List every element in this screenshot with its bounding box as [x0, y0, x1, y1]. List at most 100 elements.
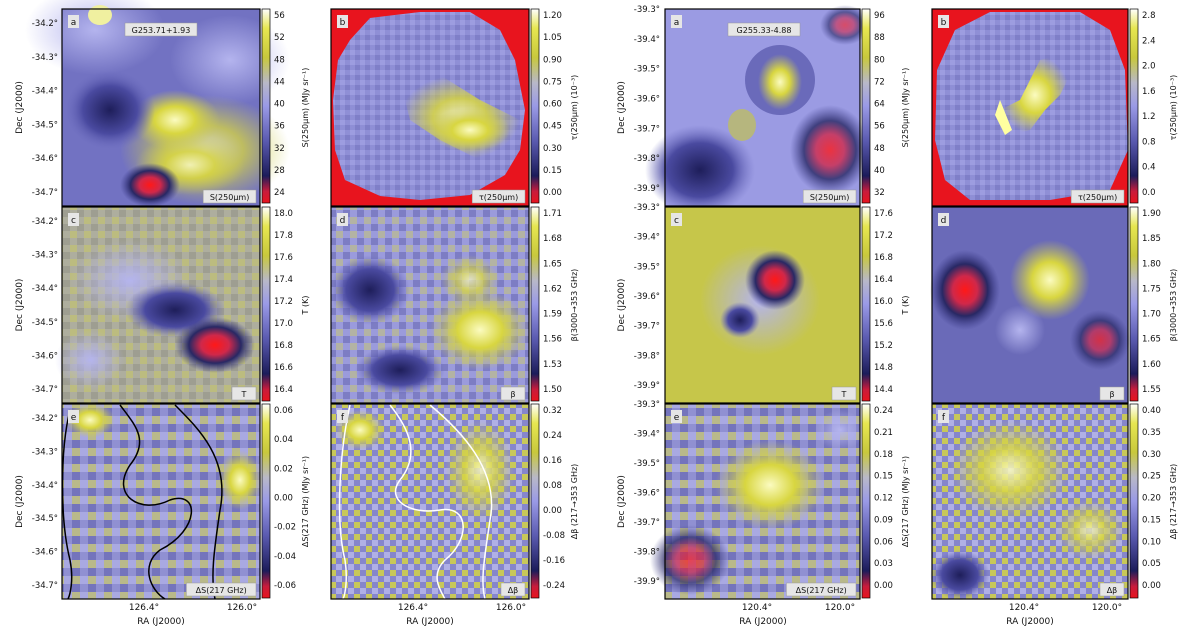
y-tick-right: -39.8°	[634, 351, 660, 361]
y-tick-right: -39.7°	[634, 518, 660, 528]
colorbar-tick: 0.30	[1142, 450, 1161, 460]
colorbar-tick: 0.0	[1142, 188, 1156, 198]
panel-letter-b-right: b	[941, 18, 947, 28]
panel-letter-d-left-box	[337, 213, 348, 226]
colorbar-tick: 0.00	[543, 188, 562, 198]
colorbar-tick: 16.8	[874, 253, 893, 263]
colorbar-tick: 1.2	[1142, 112, 1156, 122]
colorbar-tick: 48	[274, 55, 285, 65]
x-tick-right: 120.0°	[1092, 603, 1122, 613]
panel-letter-a-left-box	[68, 15, 79, 28]
panel-tag-a-right-box	[802, 189, 857, 204]
colorbar-label: β(3000→353 GHz)	[1169, 269, 1178, 342]
colorbar-tick: 1.68	[543, 234, 562, 244]
panel-letter-c-left: c	[71, 216, 76, 226]
panel-letter-e-left: e	[71, 413, 77, 423]
panel-e-left	[61, 402, 262, 600]
panel-tag-a-left-box	[202, 189, 257, 204]
colorbar-tick: 1.20	[543, 11, 562, 21]
colorbars	[261, 8, 1139, 599]
y-tick-right: -39.8°	[634, 154, 660, 164]
y-axis-label-right: Dec (J2000)	[617, 279, 627, 332]
colorbar-tick: 0.90	[543, 55, 562, 65]
colorbar-tick: 17.4	[274, 275, 293, 285]
colorbar-tick: 1.6	[1142, 87, 1156, 97]
colorbar-tick: 32	[274, 144, 285, 154]
panel-f-left	[330, 403, 530, 600]
colorbar-tick: 0.8	[1142, 137, 1156, 147]
colorbar-tick: 32	[874, 188, 885, 198]
colorbar-tick: 88	[874, 33, 885, 43]
colorbar-tick: 0.15	[874, 472, 893, 482]
y-tick-right: -39.5°	[634, 65, 660, 75]
colorbar-tick: 0.15	[543, 166, 562, 176]
colorbar-tick: -0.08	[543, 531, 565, 541]
colorbar-tick: 0.06	[874, 537, 893, 547]
colorbar-tick: 44	[274, 77, 285, 87]
colorbar-tick: 17.0	[274, 319, 293, 329]
colorbar-tick: 1.75	[1142, 284, 1161, 294]
panel-tag-d-left: β	[510, 390, 515, 399]
colorbar-tick: 0.12	[874, 494, 893, 504]
panel-tag-f-right-box	[1099, 582, 1125, 597]
x-axis-label-right: RA (J2000)	[1006, 617, 1054, 627]
colorbar-tick: 15.6	[874, 319, 893, 329]
colorbar-label: Δβ (217→353 GHz)	[570, 464, 579, 540]
colorbar-tick: 17.6	[274, 253, 293, 263]
x-axis-label-left: RA (J2000)	[137, 617, 185, 627]
panel-letter-b-right-box	[938, 15, 949, 28]
panel-d-left	[330, 206, 530, 404]
colorbar-tick: 0.18	[874, 450, 893, 460]
y-tick-right: -39.9°	[634, 577, 660, 587]
colorbar-tick: 0.00	[274, 494, 293, 504]
panel-tag-c-right-box	[831, 386, 857, 401]
colorbar-tick: 1.85	[1142, 234, 1161, 244]
panel-letter-e-left-box	[68, 410, 79, 423]
panel-tag-d-right-box	[1099, 386, 1125, 401]
colorbar-tick: 36	[274, 122, 285, 132]
colorbar-tick: 24	[274, 188, 285, 198]
x-tick-left: 126.4°	[129, 603, 159, 613]
y-tick-right: -39.6°	[634, 95, 660, 105]
x-tick-right: 120.4°	[1009, 603, 1039, 613]
x-tick-left: 126.0°	[496, 603, 526, 613]
colorbar-tick: 0.03	[874, 559, 893, 569]
y-tick-right: -39.7°	[634, 322, 660, 332]
text-layer: a S(250μm) 56 52 48 44 40 36 32 28 24 S(250μm) (MJy…	[15, 5, 1178, 627]
panel-c-left	[55, 206, 261, 404]
panel-tag-e-right: ΔS(217 GHz)	[796, 586, 847, 595]
y-axis-label-left: Dec (J2000)	[15, 279, 25, 332]
colorbar-tick: -0.24	[543, 581, 565, 591]
colorbar-tick: 0.75	[543, 77, 562, 87]
y-tick-left: -34.3°	[32, 53, 58, 63]
panel-tag-a-left: S(250μm)	[210, 193, 249, 202]
colorbar-tick: 14.8	[874, 363, 893, 373]
panel-letter-f-right-box	[938, 410, 949, 423]
colorbar-tick: -0.16	[543, 556, 565, 566]
colorbar-tick: 0.02	[274, 464, 293, 474]
colorbar-tick: 1.55	[1142, 385, 1161, 395]
panel-tag-b-left-box	[471, 189, 526, 204]
field-label-right-box	[727, 22, 801, 37]
x-tick-left: 126.0°	[227, 603, 257, 613]
colorbar-tick: -0.06	[274, 581, 296, 591]
panel-tag-c-right: T	[841, 390, 847, 399]
y-tick-left: -34.2°	[32, 19, 58, 29]
colorbar-tick: 56	[874, 122, 885, 132]
y-tick-left: -34.5°	[32, 318, 58, 328]
field-label-right: G255.33-4.88	[737, 26, 792, 35]
colorbar-tick: 0.45	[543, 122, 562, 132]
colorbar-label: Δβ (217→353 GHz)	[1169, 464, 1178, 540]
colorbar-tick: 0.00	[543, 506, 562, 516]
panel-e-right	[650, 403, 865, 600]
y-axis-label-left: Dec (J2000)	[15, 475, 25, 528]
panel-tag-c-left: T	[241, 390, 247, 399]
y-tick-left: -34.6°	[32, 154, 58, 164]
colorbar-tick: 0.40	[1142, 406, 1161, 416]
colorbar-tick: 48	[874, 144, 885, 154]
y-tick-left: -34.7°	[32, 581, 58, 591]
colorbar-tick: -0.02	[274, 523, 296, 533]
y-tick-left: -34.5°	[32, 120, 58, 130]
panel-f-right	[930, 403, 1129, 600]
